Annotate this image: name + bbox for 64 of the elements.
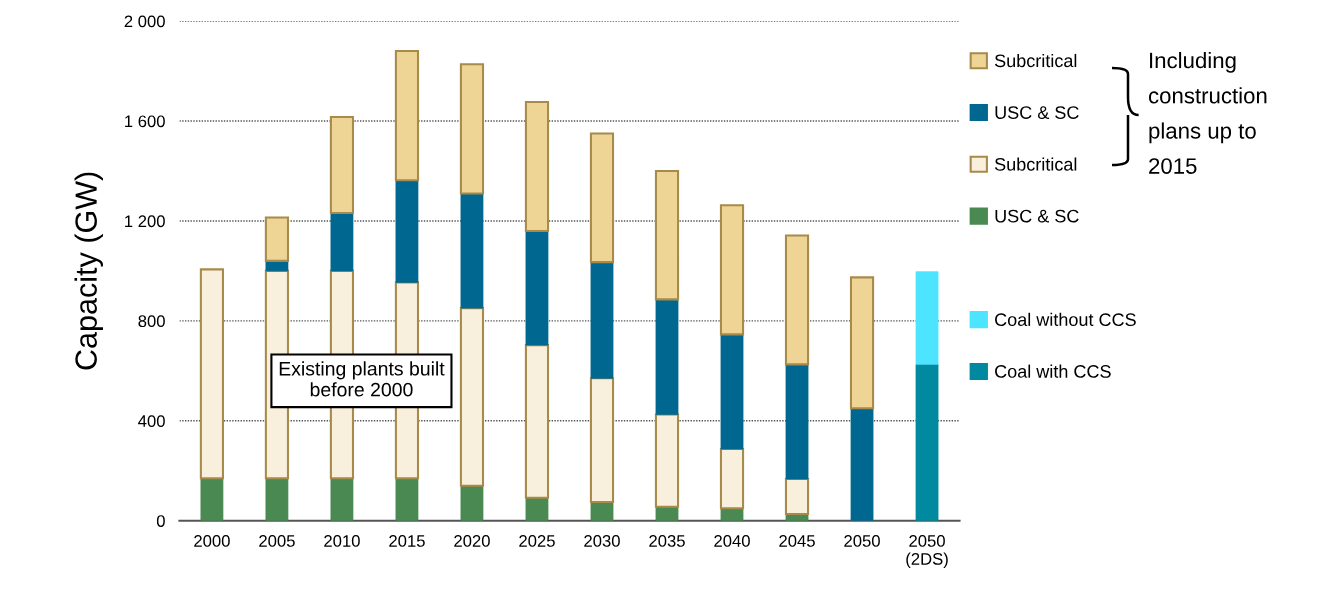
bar [720,507,744,521]
legend-label: Coal without CCS [995,312,1136,327]
bar [654,413,680,508]
legend-label: Subcritical [994,53,1077,68]
x-tick-label: 2010 [324,535,360,547]
bar [849,276,875,410]
bar [915,363,939,521]
bar [589,132,615,264]
bar [589,377,615,504]
bar [395,179,419,283]
bar [200,477,224,521]
legend-label: Subcritical [994,157,1077,171]
x-tick-label: 2020 [454,535,490,547]
bar [590,261,614,379]
bar [395,477,419,521]
x-tick-label: 2000 [194,535,230,547]
bar [720,334,744,450]
bar [330,477,354,521]
y-tick-label: 1 600 [125,115,165,128]
bar [329,115,355,214]
bar [719,447,745,510]
bar [264,216,290,262]
bar [199,268,225,480]
bar [265,260,289,272]
bar [265,477,289,521]
bar [524,100,550,232]
y-tick-label: 0 [156,515,165,527]
y-tick-label: 1 200 [125,215,165,228]
bar [394,50,420,182]
bar [524,344,550,499]
legend-label: Coal with CCS [995,364,1111,378]
y-axis-title: Capacity (GW) [74,172,103,370]
legend-label: USC & SC [995,209,1079,223]
bar [459,63,485,195]
x-tick-label: 2050 (2DS) [906,535,948,569]
bar [459,307,485,487]
bar [590,501,614,521]
bar [784,477,810,516]
x-tick-label: 2040 [714,535,750,547]
y-tick-label: 2 000 [124,15,165,28]
x-tick-label: 2025 [519,535,555,547]
x-tick-label: 2050 [844,535,880,547]
bar [915,271,939,365]
legend-label: USC & SC [995,106,1079,119]
text: Including construction plans up to 2015 [1148,52,1267,174]
annotation: Existing plants built before 2000 [279,361,445,397]
bar [784,234,810,366]
bar [460,193,484,309]
y-tick-label: 800 [138,315,165,328]
bar [330,212,354,272]
bar [525,230,549,346]
x-tick-label: 2015 [389,535,425,547]
bar [654,169,680,301]
x-tick-label: 2030 [584,535,620,547]
bar [655,299,679,415]
x-tick-label: 2035 [649,535,685,547]
bar [525,497,549,521]
bar [850,407,874,521]
y-tick-label: 400 [138,415,165,427]
bar [460,485,484,521]
bar [785,363,809,480]
x-tick-label: 2005 [259,535,295,547]
x-tick-label: 2045 [779,535,815,547]
bar [719,204,745,336]
